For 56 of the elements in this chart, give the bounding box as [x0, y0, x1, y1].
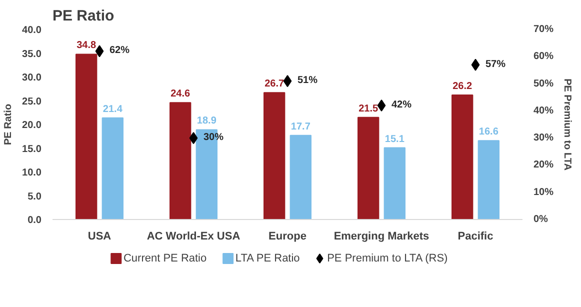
y2-tick-label: 60% [534, 51, 554, 62]
y-tick-label: 35.0 [22, 48, 42, 60]
y-axis-title: PE Ratio [3, 104, 14, 146]
bar [264, 92, 286, 220]
data-label: 21.4 [102, 104, 123, 115]
y-tick-label: 15.0 [22, 144, 42, 155]
bar [478, 140, 500, 220]
data-label: 15.1 [384, 134, 405, 145]
point [189, 132, 198, 144]
point [377, 100, 386, 112]
y-tick-label: 5.0 [28, 191, 42, 202]
y2-tick-label: 50% [534, 78, 554, 90]
data-label: 26.2 [452, 81, 473, 92]
data-label: 17.7 [290, 121, 311, 132]
x-tick-label: USA [88, 230, 112, 242]
data-label: 18.9 [196, 116, 217, 127]
data-label: 24.6 [170, 88, 191, 100]
y2-tick-label: 20% [534, 160, 554, 171]
y2-tick-label: 0% [534, 214, 548, 225]
bar [102, 117, 124, 220]
data-label: 51% [298, 75, 318, 86]
data-label: 21.5 [358, 103, 379, 114]
y2-axis-title: PE Premium to LTA [562, 78, 573, 170]
x-tick-label: Europe [268, 230, 306, 242]
y-tick-label: 0.0 [28, 215, 42, 226]
y2-tick-label: 40% [534, 105, 554, 116]
data-label: 57% [486, 58, 506, 70]
y2-tick-label: 30% [534, 132, 554, 144]
legend-label: PE Premium to LTA (RS) [327, 252, 448, 264]
x-tick-label: Pacific [458, 230, 494, 242]
y-tick-label: 30.0 [22, 72, 42, 84]
point [471, 58, 480, 71]
data-label: 34.8 [76, 40, 97, 52]
data-label: 16.6 [478, 126, 499, 138]
y-tick-label: 25.0 [22, 96, 42, 108]
bar [290, 134, 312, 220]
chart-title: PE Ratio [52, 8, 114, 24]
bar [384, 147, 406, 220]
point [95, 45, 104, 58]
y-tick-label: 10.0 [22, 168, 42, 178]
bar [452, 94, 474, 220]
legend-label: LTA PE Ratio [235, 252, 300, 264]
data-label: 26.7 [264, 78, 285, 90]
y2-tick-label: 10% [534, 186, 554, 198]
x-tick-label: AC World-Ex USA [146, 230, 240, 242]
x-tick-label: Emerging Markets [334, 230, 430, 242]
bar [170, 102, 192, 220]
data-label: 62% [110, 45, 130, 56]
legend-label: Current PE Ratio [123, 252, 207, 264]
y2-tick-label: 70% [534, 24, 554, 35]
point [283, 75, 292, 88]
data-label: 42% [392, 100, 412, 110]
y-tick-label: 40.0 [22, 25, 42, 36]
bar [358, 116, 380, 220]
y-tick-label: 20.0 [22, 120, 42, 131]
bar [76, 54, 98, 220]
